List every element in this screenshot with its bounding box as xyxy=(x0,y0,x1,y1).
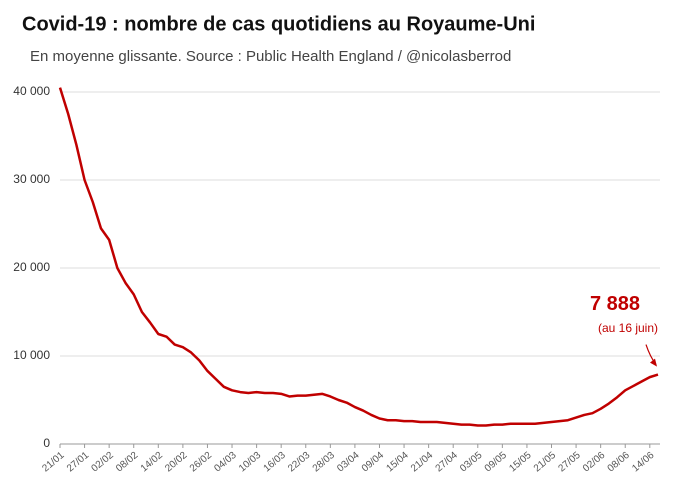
x-tick-label: 02/06 xyxy=(581,450,608,475)
x-tick-label: 21/04 xyxy=(409,450,436,475)
annotation-note: (au 16 juin) xyxy=(598,321,658,335)
x-tick-label: 14/06 xyxy=(630,450,657,475)
x-tick-label: 04/03 xyxy=(212,450,239,475)
x-tick-label: 26/02 xyxy=(188,450,215,475)
x-tick-label: 27/05 xyxy=(556,450,583,475)
x-tick-label: 15/04 xyxy=(384,450,411,475)
data-line xyxy=(58,87,659,427)
x-tick-label: 10/03 xyxy=(237,450,264,475)
y-tick-label: 20 000 xyxy=(13,260,50,274)
annotation-arrowhead xyxy=(650,358,657,367)
x-tick-label: 09/04 xyxy=(360,450,387,475)
x-tick-label: 08/06 xyxy=(606,450,633,475)
x-tick-label: 28/03 xyxy=(311,450,338,475)
y-tick-label: 30 000 xyxy=(13,172,50,186)
x-tick-label: 14/02 xyxy=(139,450,166,475)
x-tick-label: 21/05 xyxy=(532,450,559,475)
y-tick-label: 40 000 xyxy=(13,84,50,98)
x-tick-label: 02/02 xyxy=(90,450,117,475)
x-tick-label: 22/03 xyxy=(286,450,313,475)
y-tick-label: 10 000 xyxy=(13,348,50,362)
chart-title: Covid-19 : nombre de cas quotidiens au R… xyxy=(22,13,535,35)
x-tick-label: 08/02 xyxy=(114,450,141,475)
annotation-value: 7 888 xyxy=(590,293,640,315)
x-tick-label: 03/05 xyxy=(458,450,485,475)
x-tick-label: 03/04 xyxy=(335,450,362,475)
chart-subtitle: En moyenne glissante. Source : Public He… xyxy=(30,48,511,65)
x-tick-label: 15/05 xyxy=(507,450,534,475)
x-tick-label: 27/04 xyxy=(434,450,461,475)
x-tick-label: 21/01 xyxy=(40,450,67,475)
y-tick-label: 0 xyxy=(43,436,50,450)
x-tick-label: 20/02 xyxy=(163,450,190,475)
x-tick-label: 09/05 xyxy=(483,450,510,475)
x-tick-label: 16/03 xyxy=(262,450,289,475)
x-tick-label: 27/01 xyxy=(65,450,92,475)
